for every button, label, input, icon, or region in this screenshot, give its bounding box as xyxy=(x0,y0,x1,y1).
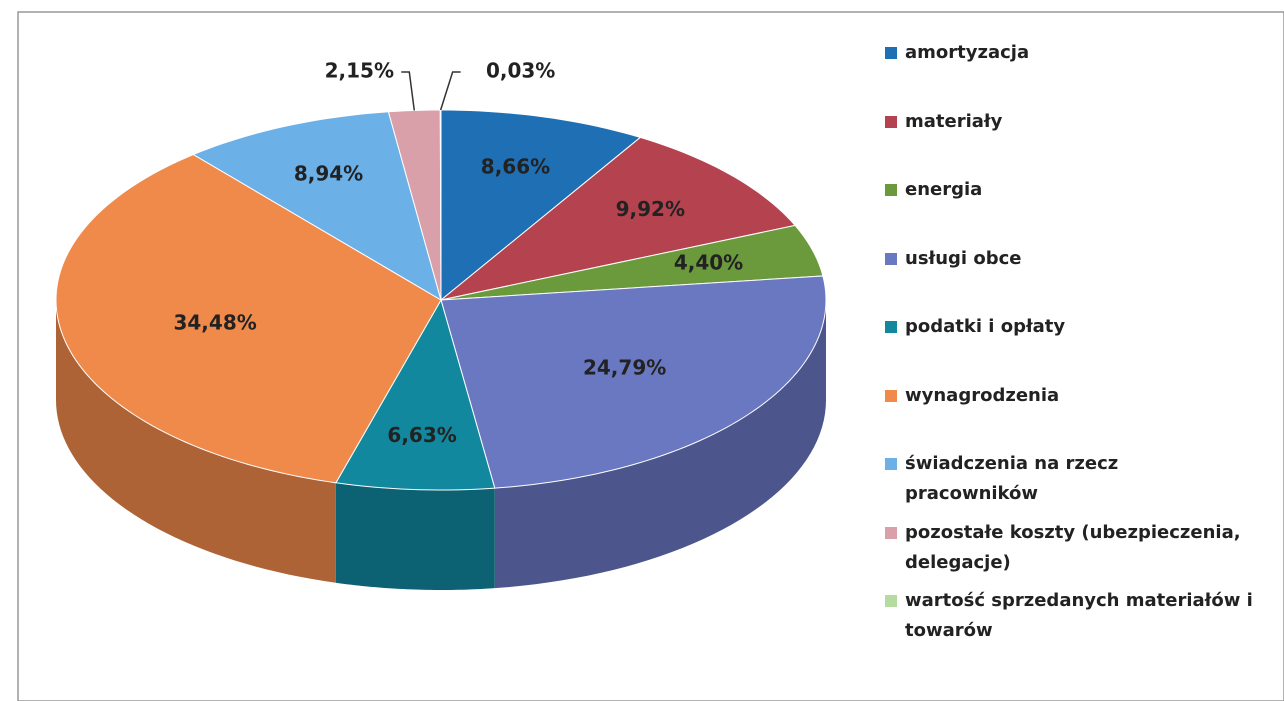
slice xyxy=(192,111,442,302)
legend-item: materiały xyxy=(885,107,1255,137)
slice xyxy=(55,153,442,484)
legend-label: świadczenia na rzecz pracowników xyxy=(905,453,1119,504)
slice xyxy=(335,298,496,491)
slice xyxy=(440,224,824,301)
slice xyxy=(440,275,827,489)
legend-swatch xyxy=(885,389,897,402)
slice-side xyxy=(494,300,826,589)
legend-label: wartość sprzedanych materiałów i towarów xyxy=(905,590,1253,641)
legend-item: pozostałe koszty (ubezpieczenia, delegac… xyxy=(885,518,1255,578)
legend-swatch xyxy=(885,47,897,59)
legend-label: wynagrodzenia xyxy=(905,384,1060,406)
legend-swatch xyxy=(885,184,897,196)
leader-line xyxy=(401,71,416,111)
data-label: 8,66% xyxy=(481,155,550,179)
legend-swatch xyxy=(885,321,897,333)
data-label: 8,94% xyxy=(294,161,363,185)
slice-side xyxy=(335,482,495,590)
legend-swatch xyxy=(885,526,897,539)
legend-label: pozostałe koszty (ubezpieczenia, delegac… xyxy=(905,521,1241,573)
legend-label: podatki i opłaty xyxy=(905,316,1066,337)
slice-side xyxy=(56,300,336,583)
legend-item: podatki i opłaty xyxy=(885,312,1255,342)
legend-swatch xyxy=(885,252,897,265)
legend-swatch xyxy=(885,458,897,470)
legend-item: wartość sprzedanych materiałów i towarów xyxy=(885,586,1255,646)
frame xyxy=(17,11,1284,701)
data-label: 9,92% xyxy=(616,197,685,221)
data-label: 0,03% xyxy=(486,59,555,83)
data-label: 24,79% xyxy=(583,356,666,380)
legend-item: wynagrodzenia xyxy=(885,381,1255,411)
legend-label: amortyzacja xyxy=(905,42,1030,63)
legend-item: usługi obce xyxy=(885,244,1255,274)
slice xyxy=(440,136,797,301)
legend-swatch xyxy=(885,595,897,607)
data-label: 2,15% xyxy=(325,59,394,83)
legend-swatch xyxy=(885,115,897,128)
data-label: 4,40% xyxy=(674,251,743,275)
legend-label: materiały xyxy=(905,110,1003,132)
data-label: 34,48% xyxy=(173,310,256,334)
legend-item: amortyzacja xyxy=(885,38,1255,68)
legend-label: energia xyxy=(905,179,983,200)
slice xyxy=(440,109,642,302)
leader-line xyxy=(439,71,461,111)
data-label: 6,63% xyxy=(387,423,456,447)
legend-item: energia xyxy=(885,175,1255,205)
legend-item: świadczenia na rzecz pracowników xyxy=(885,449,1255,509)
legend-label: usługi obce xyxy=(905,247,1022,269)
